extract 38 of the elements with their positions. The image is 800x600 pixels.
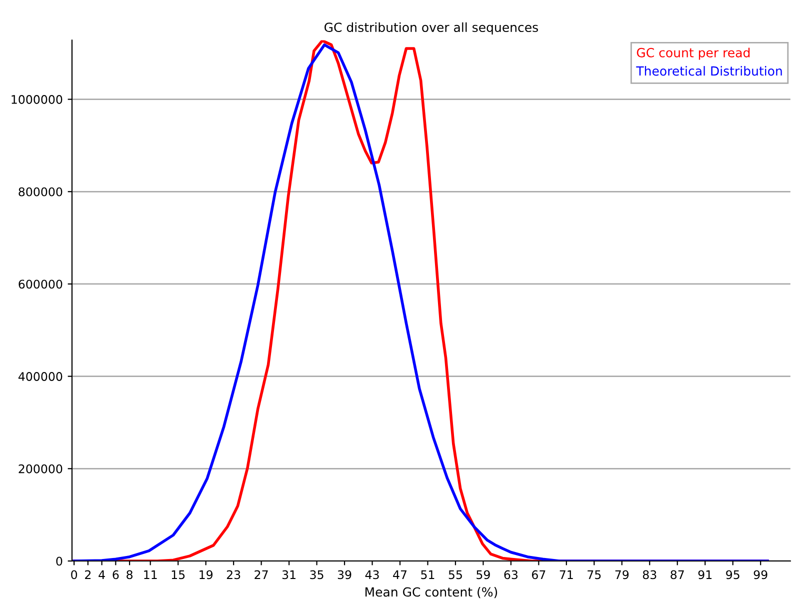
x-tick-label: 79 [615,570,629,580]
x-tick-label: 11 [144,570,157,579]
x-axis-title: Mean GC content (%) [365,587,498,598]
x-tick-label: 19 [200,570,213,580]
y-tick-label: 600000 [18,280,62,289]
x-tick-label: 67 [532,570,546,580]
x-tick-label: 63 [504,570,518,580]
x-tick-label: 47 [393,570,406,579]
x-tick-label: 99 [754,570,768,580]
text: Theoretical Distribution [636,66,782,76]
x-tick-label: 23 [226,570,240,580]
x-tick-label: 71 [560,570,573,579]
x-tick-label: 91 [698,570,712,580]
x-tick-label: 59 [476,570,490,580]
x-tick-label: 75 [588,570,601,580]
x-tick-label: 15 [172,570,185,580]
x-tick-label: 87 [670,570,684,580]
y-tick-label: 400000 [18,372,62,381]
x-tick-label: 51 [421,570,434,580]
x-tick-label: 83 [642,570,656,580]
y-tick-label: 0 [56,556,62,566]
chart-title: GC distribution over all sequences [324,22,538,34]
x-tick-label: 27 [254,570,268,579]
y-tick-label: 800000 [18,187,62,196]
text: GC count per read [636,48,750,60]
x-tick-label: 35 [310,570,324,580]
x-tick-label: 31 [282,570,296,580]
x-tick-label: 6 [112,570,119,580]
y-tick-label: 1000000 [12,95,62,104]
x-tick-label: 39 [338,570,352,580]
x-tick-label: 55 [448,570,462,580]
x-tick-label: 8 [126,570,133,580]
x-tick-label: 4 [98,570,105,579]
x-tick-label: 0 [71,570,78,580]
x-tick-label: 95 [726,570,740,580]
y-tick-label: 200000 [18,464,62,474]
x-tick-label: 43 [365,570,379,580]
x-tick-label: 2 [85,570,91,579]
